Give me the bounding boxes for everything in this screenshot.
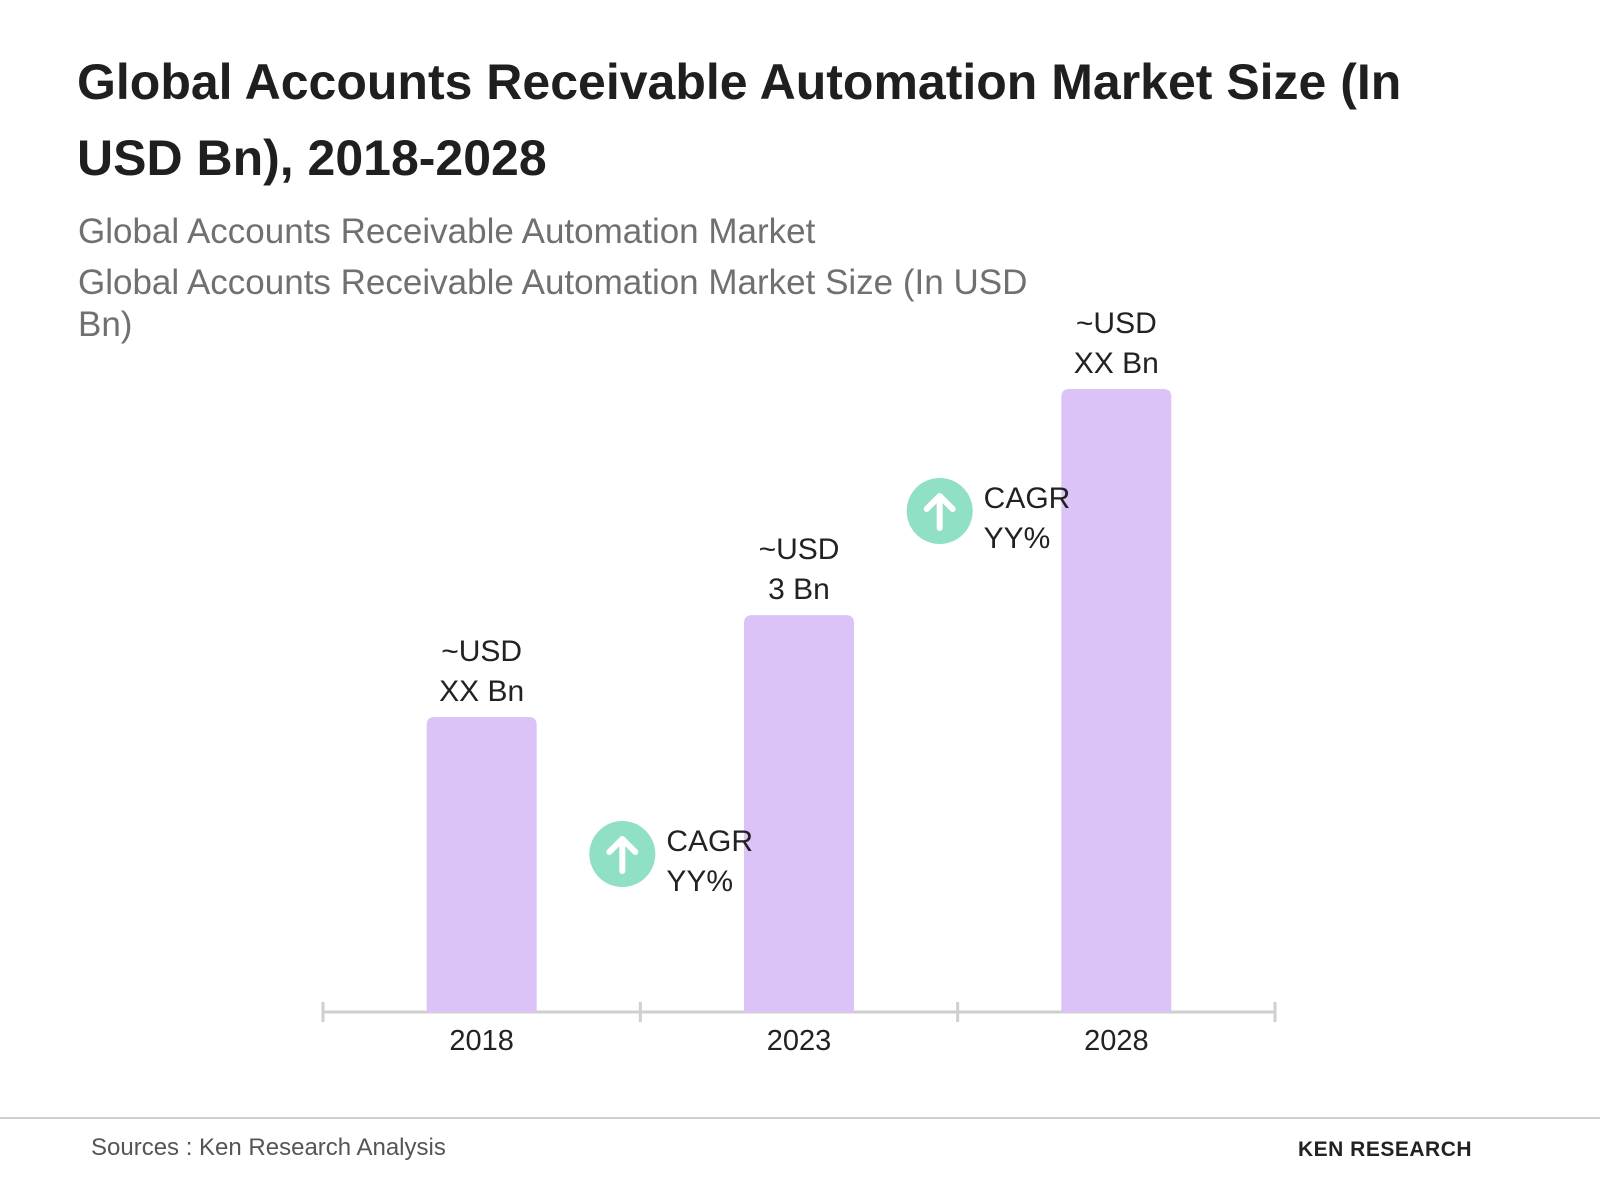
cagr-label: CAGR [666, 825, 753, 858]
cagr-label: YY% [666, 865, 733, 898]
bar [426, 717, 537, 1012]
data-label: 3 Bn [768, 573, 830, 606]
cagr-arrow [606, 836, 639, 875]
legend-entry: Global Accounts Receivable Automation Ma… [78, 263, 1028, 344]
x-tick-label: 2018 [449, 1025, 514, 1057]
data-label: XX Bn [439, 675, 524, 708]
x-tick-label: 2028 [1084, 1025, 1149, 1057]
bar [1061, 389, 1172, 1012]
data-label: ~USD [759, 533, 840, 566]
x-tick-label: 2023 [767, 1025, 832, 1057]
data-label: ~USD [441, 635, 522, 668]
cagr-label: CAGR [984, 482, 1071, 515]
logo: KEN RESEARCH [1298, 1138, 1473, 1161]
data-label: XX Bn [1074, 347, 1159, 380]
cagr-label: YY% [984, 522, 1051, 555]
source-note: Sources : Ken Research Analysis [91, 1134, 446, 1161]
cagr-arrow [923, 493, 956, 531]
chart-title: Global Accounts Receivable Automation Ma… [77, 54, 1402, 186]
bar [744, 615, 854, 1012]
footer-divider [0, 1117, 1600, 1119]
chart-subtitle: Global Accounts Receivable Automation Ma… [78, 212, 816, 251]
cagr-annotation: CAGR YY% [906, 478, 1071, 555]
data-label: ~USD [1076, 307, 1157, 340]
cagr-annotation: CAGR YY% [589, 821, 753, 898]
